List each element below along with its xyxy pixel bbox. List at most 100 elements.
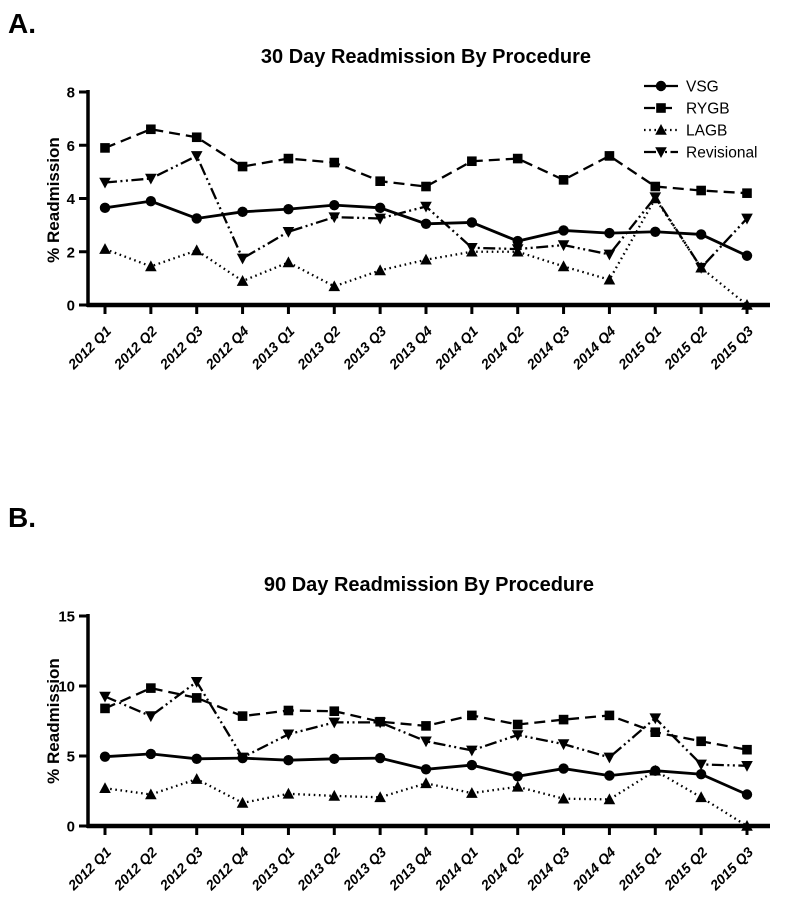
data-point-marker-lagb bbox=[603, 793, 616, 805]
series-markers-rygb bbox=[100, 683, 752, 755]
data-point-marker-lagb bbox=[420, 253, 432, 265]
data-point-marker-revisional bbox=[420, 201, 432, 213]
y-tick-label: 5 bbox=[67, 749, 75, 766]
legend-label: RYGB bbox=[686, 101, 730, 118]
data-point-marker-lagb bbox=[695, 791, 707, 803]
data-point-marker-revisional bbox=[282, 729, 295, 741]
legend-entry-revisional: Revisional bbox=[644, 145, 758, 162]
data-point-marker-lagb bbox=[374, 264, 386, 276]
data-point-marker-lagb bbox=[190, 773, 203, 784]
data-point-marker-revisional bbox=[328, 212, 341, 224]
x-tick-label: 2014 Q2 bbox=[477, 323, 527, 373]
data-point-marker-rygb bbox=[558, 714, 569, 725]
data-point-marker-rygb bbox=[329, 706, 340, 716]
legend: VSG RYGB LAGB Revisional bbox=[644, 79, 758, 162]
series-markers-revisional bbox=[99, 151, 753, 274]
series-markers-lagb bbox=[99, 192, 753, 310]
x-tick-label: 2015 Q3 bbox=[706, 323, 756, 373]
data-point-marker-revisional bbox=[99, 177, 111, 189]
x-tick-label: 2013 Q4 bbox=[385, 323, 435, 373]
data-point-marker-revisional bbox=[236, 253, 249, 265]
data-point-marker-lagb bbox=[190, 244, 203, 256]
data-point-marker-lagb bbox=[557, 260, 570, 272]
data-point-marker-lagb bbox=[99, 243, 111, 254]
chart-b-title: 90 Day Readmission By Procedure bbox=[264, 574, 594, 596]
data-point-marker-rygb bbox=[650, 727, 661, 737]
data-point-marker-lagb bbox=[236, 796, 249, 808]
data-point-marker-lagb bbox=[511, 780, 524, 792]
data-point-marker-vsg bbox=[512, 235, 523, 247]
x-tick-label: 2014 Q1 bbox=[431, 844, 481, 894]
x-tick-label: 2012 Q4 bbox=[202, 323, 252, 373]
series-markers-rygb bbox=[100, 124, 752, 198]
data-point-marker-revisional bbox=[649, 713, 662, 725]
data-point-marker-rygb bbox=[558, 175, 569, 185]
x-tick-label: 2012 Q2 bbox=[110, 323, 160, 373]
data-point-marker-lagb bbox=[649, 192, 662, 204]
x-tick-label: 2013 Q3 bbox=[339, 844, 389, 894]
x-tick-label: 2014 Q4 bbox=[569, 844, 619, 894]
data-point-marker-rygb bbox=[375, 176, 385, 186]
data-point-marker-rygb bbox=[421, 181, 431, 192]
y-tick-label: 10 bbox=[58, 679, 75, 696]
data-point-marker-lagb bbox=[328, 280, 341, 292]
data-point-marker-rygb bbox=[283, 153, 294, 164]
data-point-marker-revisional bbox=[603, 752, 616, 764]
data-point-marker-revisional bbox=[655, 147, 667, 158]
data-point-marker-revisional bbox=[99, 691, 111, 703]
data-point-marker-vsg bbox=[374, 752, 386, 764]
data-point-marker-revisional bbox=[145, 173, 157, 185]
series-line-lagb bbox=[104, 196, 748, 306]
data-point-marker-vsg bbox=[558, 763, 569, 774]
y-tick-label: 0 bbox=[67, 819, 75, 836]
data-point-marker-revisional bbox=[420, 736, 432, 748]
data-point-marker-rygb bbox=[237, 711, 248, 721]
data-point-marker-revisional bbox=[374, 717, 386, 729]
series-markers-vsg bbox=[99, 748, 753, 800]
data-point-marker-lagb bbox=[328, 789, 341, 801]
data-point-marker-lagb bbox=[695, 261, 707, 273]
data-point-marker-revisional bbox=[557, 240, 570, 252]
y-tick-label: 15 bbox=[58, 609, 75, 626]
data-point-marker-rygb bbox=[742, 188, 752, 198]
data-point-marker-lagb bbox=[603, 273, 616, 285]
x-tick-label: 2015 Q1 bbox=[614, 323, 664, 373]
data-point-marker-revisional bbox=[603, 249, 616, 261]
data-point-marker-vsg bbox=[99, 751, 111, 762]
x-tick-label: 2012 Q3 bbox=[156, 844, 206, 894]
chart-a-title: 30 Day Readmission By Procedure bbox=[261, 46, 591, 68]
data-point-marker-revisional bbox=[282, 226, 295, 238]
data-point-marker-rygb bbox=[191, 132, 202, 143]
data-point-marker-vsg bbox=[420, 218, 432, 229]
x-tick-label: 2014 Q3 bbox=[523, 844, 573, 894]
data-point-marker-revisional bbox=[374, 213, 386, 225]
series-markers-vsg bbox=[99, 195, 753, 261]
data-point-marker-vsg bbox=[420, 764, 432, 775]
data-point-marker-lagb bbox=[741, 820, 753, 831]
data-point-marker-lagb bbox=[282, 256, 295, 268]
x-tick-label: 2014 Q1 bbox=[431, 323, 481, 373]
data-point-marker-lagb bbox=[420, 777, 432, 789]
data-point-marker-vsg bbox=[99, 202, 111, 214]
data-point-marker-vsg bbox=[329, 753, 340, 764]
series-line-revisional bbox=[104, 680, 748, 767]
data-point-marker-vsg bbox=[650, 226, 661, 237]
data-point-marker-lagb bbox=[466, 787, 478, 798]
data-point-marker-lagb bbox=[282, 787, 295, 799]
data-point-marker-rygb bbox=[329, 157, 340, 168]
data-point-marker-vsg bbox=[283, 203, 294, 215]
data-point-marker-vsg bbox=[283, 755, 294, 766]
data-point-marker-revisional bbox=[695, 759, 707, 771]
data-point-marker-rygb bbox=[421, 721, 431, 731]
x-tick-label: 2013 Q3 bbox=[339, 323, 389, 373]
x-tick-label: 2013 Q2 bbox=[293, 323, 343, 373]
x-tick-label: 2013 Q1 bbox=[248, 844, 298, 894]
data-point-marker-rygb bbox=[696, 736, 706, 747]
data-point-marker-lagb bbox=[511, 245, 524, 257]
x-tick-label: 2015 Q3 bbox=[706, 844, 756, 894]
data-point-marker-vsg bbox=[741, 789, 753, 800]
x-tick-label: 2013 Q4 bbox=[385, 844, 435, 894]
data-point-marker-rygb bbox=[696, 185, 706, 196]
